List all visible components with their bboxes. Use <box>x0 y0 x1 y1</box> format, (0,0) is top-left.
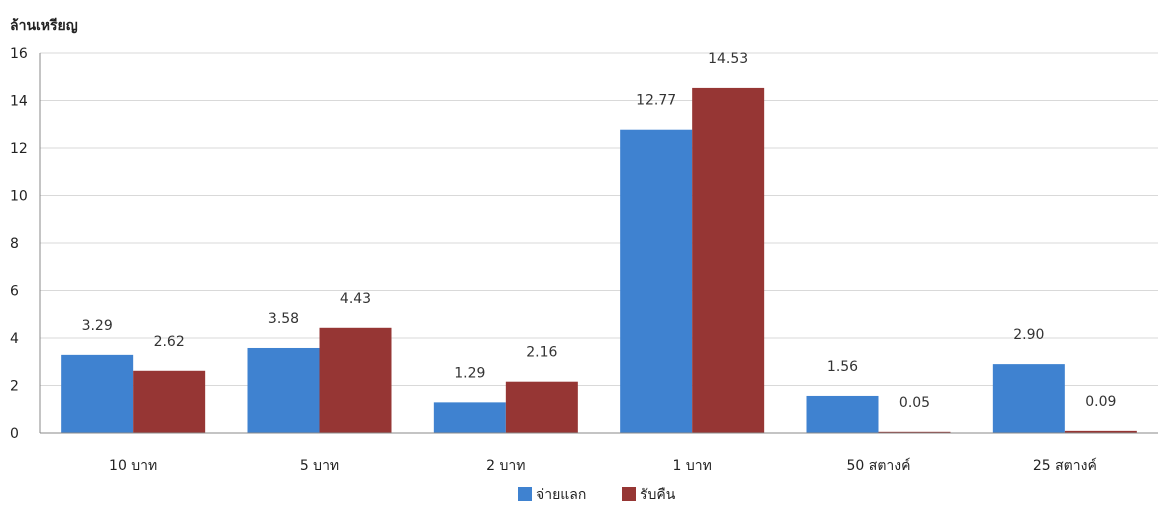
y-axis-ticks: 0 2 4 6 8 10 12 14 16 <box>10 46 28 442</box>
bar-exchange <box>247 347 320 433</box>
data-label: 2.90 <box>1013 327 1044 343</box>
bar-exchange <box>433 402 506 433</box>
data-labels: 3.29 2.62 3.58 4.43 1.29 2.16 12.77 14.53 1.56 0.… <box>82 51 1117 411</box>
data-label: 3.29 <box>82 318 113 334</box>
bar-return <box>133 370 206 433</box>
legend-label: จ่ายแลก <box>536 487 586 503</box>
data-label: 2.62 <box>154 334 185 350</box>
data-label: 12.77 <box>636 93 676 109</box>
data-label: 2.16 <box>526 345 557 361</box>
gridlines <box>39 52 1158 433</box>
y-tick-label: 0 <box>10 426 19 442</box>
bar-return <box>692 87 765 433</box>
legend: จ่ายแลก รับคืน <box>518 487 676 503</box>
data-label: 0.09 <box>1085 394 1116 410</box>
legend-swatch <box>518 487 532 501</box>
bar-exchange <box>620 129 693 433</box>
bar-exchange <box>806 395 879 433</box>
y-tick-label: 12 <box>10 141 28 157</box>
data-label: 1.56 <box>827 359 858 375</box>
legend-label: รับคืน <box>640 487 676 503</box>
data-label: 4.43 <box>340 291 371 307</box>
data-label: 14.53 <box>708 51 748 67</box>
bar-exchange <box>992 364 1065 433</box>
y-tick-label: 4 <box>10 331 19 347</box>
y-axis-title: ล้านเหรียญ <box>10 18 78 34</box>
x-tick-label: 2 บาท <box>486 458 525 474</box>
x-tick-label: 5 บาท <box>300 458 339 474</box>
bar-return <box>319 327 392 433</box>
bar-return <box>1064 430 1137 433</box>
bars <box>61 87 1137 433</box>
y-tick-label: 10 <box>10 189 28 205</box>
bar-exchange <box>61 354 134 433</box>
bar-return <box>878 431 951 433</box>
data-label: 0.05 <box>899 395 930 411</box>
legend-swatch <box>622 487 636 501</box>
y-tick-label: 8 <box>10 236 19 252</box>
x-axis-labels: 10 บาท 5 บาท 2 บาท 1 บาท 50 สตางค์ 25 สตางค์ <box>109 457 1097 474</box>
x-tick-label: 10 บาท <box>109 458 157 474</box>
bar-return <box>505 381 578 433</box>
data-label: 1.29 <box>454 365 485 381</box>
x-tick-label: 25 สตางค์ <box>1033 457 1097 474</box>
x-tick-label: 1 บาท <box>672 458 711 474</box>
y-tick-label: 14 <box>10 94 28 110</box>
y-tick-label: 6 <box>10 284 19 300</box>
y-tick-label: 2 <box>10 379 19 395</box>
x-tick-label: 50 สตางค์ <box>847 457 911 474</box>
data-label: 3.58 <box>268 311 299 327</box>
y-tick-label: 16 <box>10 46 28 62</box>
